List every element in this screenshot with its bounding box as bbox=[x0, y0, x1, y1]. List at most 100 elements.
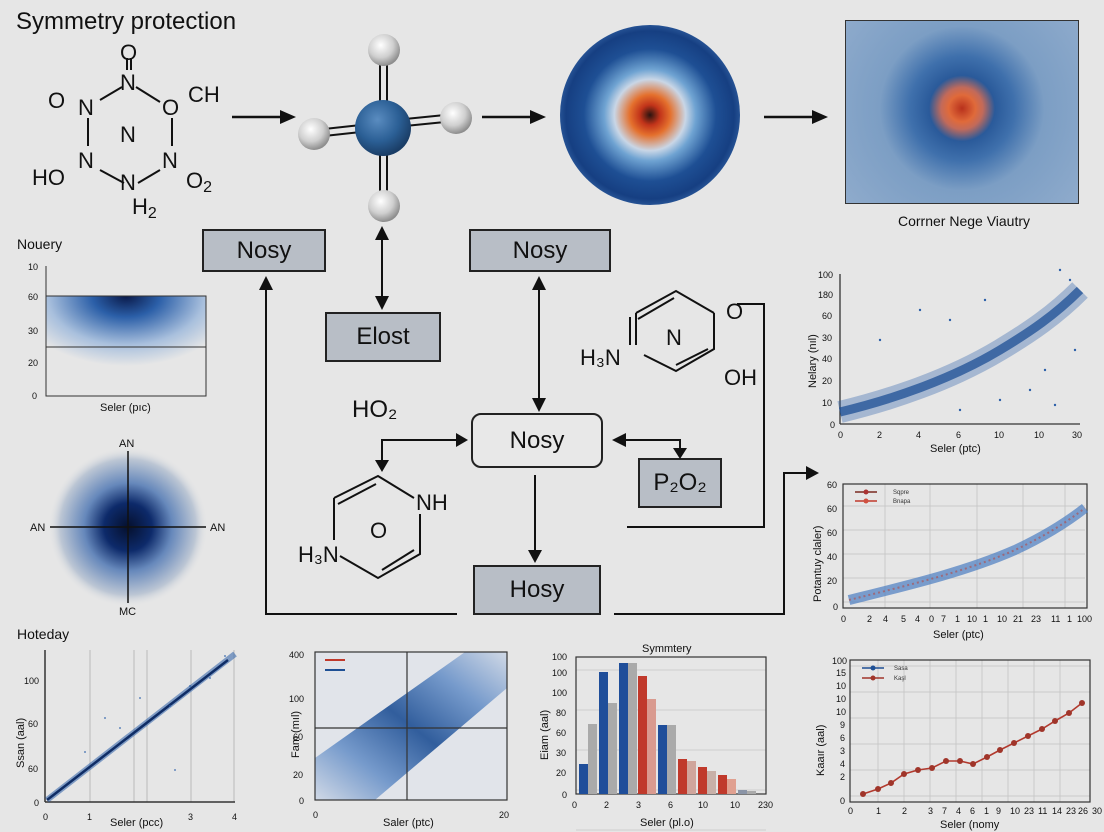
svg-text:3: 3 bbox=[636, 800, 641, 810]
svg-text:Seler (pcc): Seler (pcc) bbox=[110, 817, 163, 829]
svg-text:26: 26 bbox=[1078, 806, 1088, 816]
svg-text:40: 40 bbox=[822, 354, 832, 364]
svg-text:3: 3 bbox=[840, 746, 845, 756]
svg-text:Kaaır (aal): Kaaır (aal) bbox=[815, 725, 827, 776]
svg-text:1: 1 bbox=[87, 812, 92, 822]
polar-right-label: AN bbox=[210, 522, 225, 534]
pyridine-top-right: N H₃N O OH bbox=[580, 289, 757, 390]
legend-bnapa: Bnapa bbox=[893, 499, 911, 505]
atom-o-left: O bbox=[48, 88, 65, 113]
svg-text:100: 100 bbox=[1077, 614, 1092, 624]
legend-kasl: Kaşl bbox=[894, 676, 906, 682]
atom-n-bottom: N bbox=[120, 170, 136, 195]
nouery-density-plot: 10 60 30 20 0 Seler (pıc) bbox=[28, 262, 207, 414]
svg-text:7: 7 bbox=[941, 614, 946, 624]
svg-text:0: 0 bbox=[34, 798, 39, 808]
svg-text:30: 30 bbox=[28, 326, 38, 336]
svg-text:4: 4 bbox=[956, 806, 961, 816]
svg-text:20: 20 bbox=[822, 376, 832, 386]
svg-text:60: 60 bbox=[28, 719, 38, 729]
polar-left-label: AN bbox=[30, 522, 45, 534]
nosy-right-box[interactable]: Nosy bbox=[469, 229, 611, 272]
nouery-label: Nouery bbox=[17, 236, 63, 252]
polar-scatter-plot: AN AN AN MC bbox=[30, 438, 225, 618]
svg-text:10: 10 bbox=[1034, 430, 1044, 440]
square-diffraction-image bbox=[845, 20, 1079, 204]
svg-text:0: 0 bbox=[32, 391, 37, 401]
legend-sasa: Sasa bbox=[894, 666, 908, 672]
page-title: Symmetry protection bbox=[16, 8, 237, 35]
svg-text:6: 6 bbox=[970, 806, 975, 816]
svg-text:60: 60 bbox=[28, 764, 38, 774]
svg-text:6: 6 bbox=[956, 430, 961, 440]
hoteday-scatter-plot: 100 60 60 0 0 1 3 4 Seler (pcc) Ssan (aal) bbox=[15, 650, 237, 829]
svg-text:2: 2 bbox=[877, 430, 882, 440]
symmetry-bar-chart: Symmtery 100 100 100 80 60 30 20 0 0 2 3 6 10 10 230… bbox=[539, 643, 773, 831]
svg-text:10: 10 bbox=[1010, 806, 1020, 816]
atom-n-left: N bbox=[78, 95, 94, 120]
svg-text:60: 60 bbox=[293, 732, 303, 742]
svg-text:Seler (nomy: Seler (nomy bbox=[940, 819, 1000, 831]
svg-text:0: 0 bbox=[838, 430, 843, 440]
ball-stick-molecule bbox=[298, 34, 472, 222]
svg-text:100: 100 bbox=[832, 656, 847, 666]
svg-text:4: 4 bbox=[883, 614, 888, 624]
legend-sqpre: Sqpre bbox=[893, 490, 910, 496]
svg-text:30: 30 bbox=[556, 748, 566, 758]
svg-text:0: 0 bbox=[572, 800, 577, 810]
svg-text:Saler (ptc): Saler (ptc) bbox=[383, 817, 434, 829]
svg-text:Seler (pıc): Seler (pıc) bbox=[100, 402, 151, 414]
svg-text:60: 60 bbox=[827, 504, 837, 514]
ho2-label: HO₂ bbox=[352, 396, 398, 423]
svg-text:1: 1 bbox=[983, 614, 988, 624]
svg-text:20: 20 bbox=[28, 358, 38, 368]
svg-text:2: 2 bbox=[867, 614, 872, 624]
svg-text:1: 1 bbox=[955, 614, 960, 624]
svg-text:10: 10 bbox=[836, 707, 846, 717]
svg-text:60: 60 bbox=[827, 528, 837, 538]
svg-text:Seler (ptc): Seler (ptc) bbox=[930, 443, 981, 455]
atom-n-top: N bbox=[120, 70, 136, 95]
svg-text:10: 10 bbox=[997, 614, 1007, 624]
svg-text:0: 0 bbox=[562, 790, 567, 800]
ring-o: O bbox=[370, 518, 387, 543]
pyridine-n: N bbox=[666, 325, 682, 350]
atom-o-top: O bbox=[120, 40, 137, 65]
svg-text:100: 100 bbox=[818, 270, 833, 280]
diffraction-caption: Corrner Nege Viautry bbox=[898, 213, 1031, 229]
pyridine-oh: OH bbox=[724, 365, 757, 390]
density-scatter-plot: 400 100 60 20 0 0 20 Saler (ptc) Fam (mıl) bbox=[289, 650, 509, 829]
svg-text:15: 15 bbox=[836, 668, 846, 678]
svg-text:11: 11 bbox=[1038, 806, 1047, 816]
svg-text:Seler (ptc): Seler (ptc) bbox=[933, 629, 984, 641]
svg-text:100: 100 bbox=[552, 668, 567, 678]
svg-text:180: 180 bbox=[818, 290, 833, 300]
elost-box[interactable]: Elost bbox=[325, 312, 441, 362]
nosy-center-box[interactable]: Nosy bbox=[471, 413, 603, 468]
nosy-left-box[interactable]: Nosy bbox=[202, 229, 326, 272]
svg-text:30: 30 bbox=[1092, 806, 1102, 816]
svg-text:3: 3 bbox=[188, 812, 193, 822]
svg-text:Seler (pl.o): Seler (pl.o) bbox=[640, 817, 694, 829]
svg-text:14: 14 bbox=[1052, 806, 1062, 816]
svg-text:30: 30 bbox=[1072, 430, 1082, 440]
ring-nh: NH bbox=[416, 490, 448, 515]
svg-text:0: 0 bbox=[840, 796, 845, 806]
hosy-box[interactable]: Hosy bbox=[473, 565, 601, 615]
svg-text:21: 21 bbox=[1013, 614, 1023, 624]
pyridine-o: O bbox=[726, 299, 743, 324]
p2o2-box[interactable]: P₂O₂ bbox=[638, 458, 722, 508]
svg-text:10: 10 bbox=[730, 800, 740, 810]
svg-text:2: 2 bbox=[604, 800, 609, 810]
svg-text:10: 10 bbox=[994, 430, 1004, 440]
svg-text:3: 3 bbox=[928, 806, 933, 816]
atom-n-center: N bbox=[120, 122, 136, 147]
svg-text:10: 10 bbox=[822, 398, 832, 408]
svg-text:23: 23 bbox=[1031, 614, 1041, 624]
arrow-1 bbox=[232, 110, 296, 124]
hoteday-label: Hoteday bbox=[17, 626, 70, 642]
svg-text:4: 4 bbox=[916, 430, 921, 440]
